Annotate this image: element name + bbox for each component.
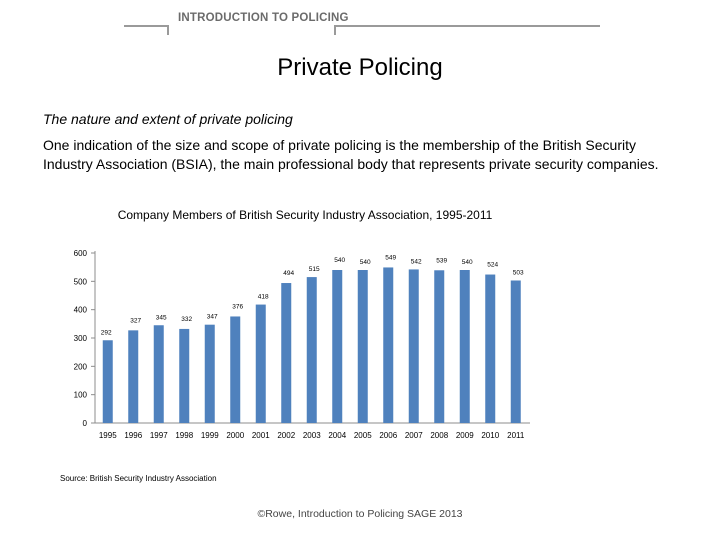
data-label: 515: [309, 266, 320, 273]
x-tick-label: 2005: [354, 431, 372, 440]
bar: [459, 270, 470, 423]
footer-credit: ©Rowe, Introduction to Policing SAGE 201…: [257, 508, 463, 520]
bar: [153, 325, 164, 423]
slide-title: Private Policing: [277, 54, 443, 81]
data-label: 542: [411, 258, 422, 265]
data-label: 539: [436, 257, 447, 264]
y-tick-label: 500: [74, 277, 88, 286]
data-label: 540: [462, 259, 473, 266]
data-label: 494: [283, 270, 294, 277]
y-tick-label: 400: [74, 306, 88, 315]
data-label: 376: [232, 303, 243, 310]
bar: [408, 269, 419, 423]
x-tick-label: 1998: [175, 431, 193, 440]
x-tick-label: 2006: [379, 431, 397, 440]
header-tick-right: [334, 25, 336, 35]
data-label: 327: [130, 317, 141, 324]
header-rule-right: [334, 25, 600, 27]
chart-source: Source: British Security Industry Associ…: [60, 474, 217, 483]
header-bar: INTRODUCTION TO POLICING: [124, 12, 600, 35]
slide-subtitle: The nature and extent of private policin…: [43, 111, 293, 127]
x-tick-label: 1996: [124, 431, 142, 440]
x-tick-label: 2004: [328, 431, 346, 440]
bar: [230, 316, 241, 423]
data-label: 540: [360, 259, 371, 266]
x-tick-label: 2002: [277, 431, 295, 440]
bar: [204, 324, 215, 423]
x-tick-label: 2007: [405, 431, 423, 440]
y-tick-label: 600: [74, 249, 88, 258]
x-tick-label: 2008: [430, 431, 448, 440]
data-label: 549: [385, 254, 396, 261]
y-tick-label: 100: [74, 391, 88, 400]
bar: [332, 270, 343, 423]
bar: [281, 283, 292, 423]
bar: [255, 304, 266, 423]
header-label: INTRODUCTION TO POLICING: [178, 12, 349, 24]
x-tick-label: 2009: [456, 431, 474, 440]
data-label: 418: [258, 294, 269, 301]
x-tick-label: 1997: [150, 431, 168, 440]
bar: [179, 328, 190, 423]
bar: [306, 277, 317, 423]
data-label: 347: [207, 314, 218, 321]
data-label: 540: [334, 257, 345, 264]
header-rule-left: [124, 25, 168, 27]
bar: [485, 274, 496, 423]
x-tick-label: 2011: [507, 431, 525, 440]
bar: [128, 330, 139, 423]
bar: [434, 270, 445, 423]
data-label: 292: [101, 329, 112, 336]
bar: [510, 280, 521, 423]
y-tick-label: 200: [74, 362, 88, 371]
chart-title: Company Members of British Security Indu…: [117, 208, 493, 222]
y-tick-label: 300: [74, 334, 88, 343]
bar: [383, 267, 394, 423]
data-label: 345: [156, 314, 167, 321]
x-tick-label: 2003: [303, 431, 321, 440]
y-tick-label: 0: [83, 419, 88, 428]
x-tick-label: 1999: [201, 431, 219, 440]
bar: [102, 340, 113, 423]
x-tick-label: 1995: [99, 431, 117, 440]
x-tick-label: 2001: [252, 431, 270, 440]
data-label: 332: [181, 316, 192, 323]
data-label: 503: [513, 269, 524, 276]
data-label: 524: [487, 262, 498, 269]
bar: [357, 270, 368, 423]
slide-paragraph: One indication of the size and scope of …: [43, 137, 659, 172]
x-tick-label: 2000: [226, 431, 244, 440]
header-tick-left: [167, 25, 169, 35]
x-tick-label: 2010: [481, 431, 499, 440]
